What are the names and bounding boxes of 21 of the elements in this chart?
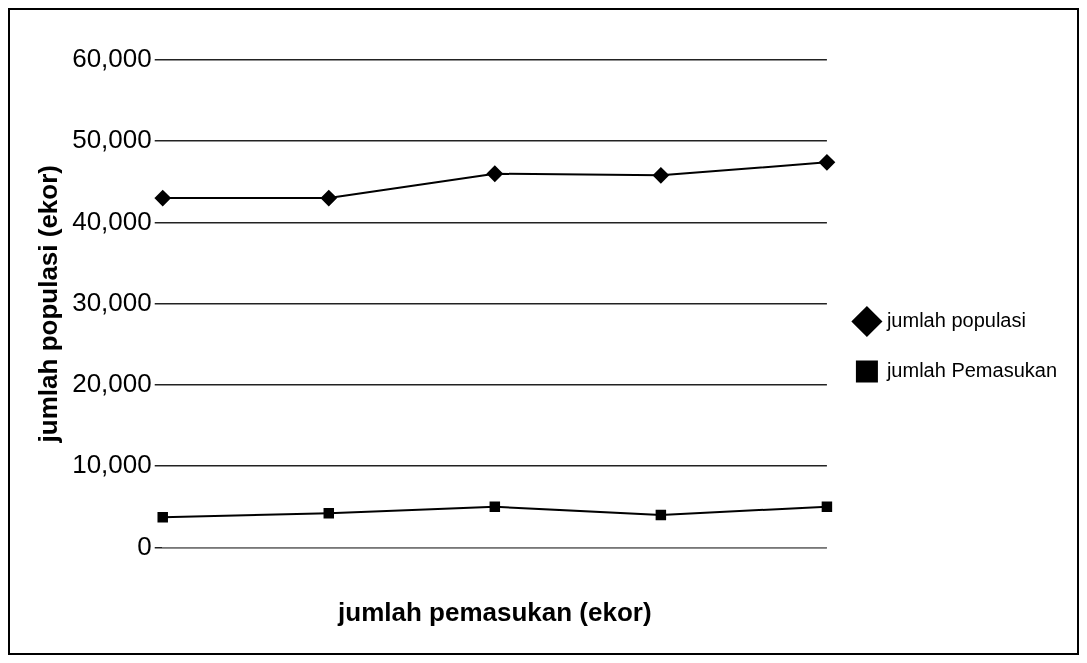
point [818, 154, 835, 171]
point [320, 190, 337, 207]
y-tick-label: 30,000 [72, 286, 152, 317]
point [154, 190, 171, 207]
point [652, 167, 669, 184]
legend-label: jumlah Pemasukan [885, 359, 1058, 382]
point [157, 512, 168, 523]
y-tick-label: 20,000 [72, 368, 152, 399]
point [821, 501, 833, 513]
point [323, 508, 335, 519]
y-tick-label: 10,000 [72, 449, 152, 480]
point [489, 501, 501, 513]
y-axis-title: jumlah populasi (ekor) [32, 165, 63, 444]
x-axis-title: jumlah pemasukan (ekor) [337, 596, 652, 627]
legend-label: jumlah populasi [885, 309, 1026, 332]
y-tick-label: 0 [137, 530, 152, 561]
point [655, 509, 667, 521]
point [486, 165, 503, 182]
y-tick-label: 40,000 [72, 205, 152, 236]
y-tick-label: 60,000 [72, 43, 152, 74]
y-tick-label: 50,000 [72, 124, 152, 155]
